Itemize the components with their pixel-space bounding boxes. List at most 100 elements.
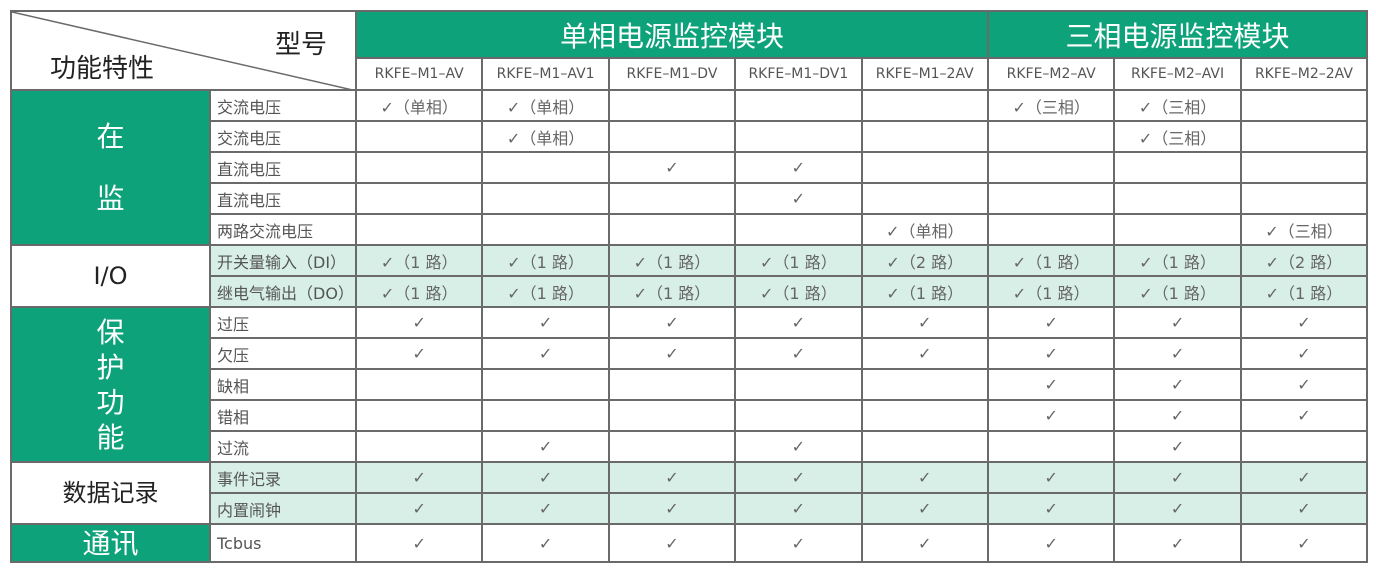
section-label-text: 保 — [96, 315, 125, 349]
table-row: 两路交流电压 ✓（单相） ✓（三相） — [11, 213, 1369, 246]
support-cell: ✓（单相） — [354, 89, 484, 122]
support-cell: ✓（1 路） — [986, 275, 1116, 308]
support-cell: ✓（1 路） — [354, 244, 484, 277]
support-cell: ✓ — [481, 306, 610, 339]
support-cell: ✓ — [1239, 523, 1369, 563]
support-cell — [986, 213, 1116, 246]
support-cell — [354, 213, 484, 246]
feature-name: 欠压 — [209, 337, 357, 370]
feature-name: 过流 — [209, 430, 357, 463]
support-cell: ✓ — [481, 337, 610, 370]
support-cell: ✓ — [1113, 306, 1242, 339]
support-cell: ✓ — [607, 492, 737, 525]
section-label-text: I/O — [93, 262, 128, 290]
section-label: 保护功能 — [10, 306, 211, 463]
feature-name: 继电气输出（DO） — [209, 275, 357, 308]
support-cell — [986, 182, 1116, 215]
support-cell — [1239, 89, 1369, 122]
support-cell: ✓ — [860, 306, 989, 339]
support-cell: ✓ — [734, 337, 863, 370]
support-cell: ✓ — [1239, 337, 1369, 370]
support-cell: ✓（1 路） — [860, 275, 989, 308]
support-cell: ✓ — [354, 523, 484, 563]
support-cell — [1239, 430, 1369, 463]
support-cell — [734, 399, 863, 432]
model-header: RKFE–M1–AV — [354, 57, 484, 91]
table-row: 错相 ✓ ✓ ✓ — [11, 399, 1369, 432]
table-row: 直流电压 ✓ ✓ — [11, 151, 1369, 184]
support-cell: ✓ — [1239, 461, 1369, 494]
support-cell: ✓ — [607, 523, 737, 563]
support-cell: ✓（单相） — [481, 89, 610, 122]
support-cell — [481, 213, 610, 246]
support-cell: ✓（1 路） — [481, 244, 610, 277]
support-cell — [354, 120, 484, 153]
support-cell: ✓ — [1113, 368, 1242, 401]
model-header: RKFE–M1–DV1 — [734, 57, 863, 91]
support-cell: ✓（1 路） — [607, 244, 737, 277]
feature-name: 两路交流电压 — [209, 213, 357, 246]
support-cell: ✓ — [860, 523, 989, 563]
support-cell: ✓ — [734, 151, 863, 184]
support-cell — [986, 151, 1116, 184]
feature-name: 过压 — [209, 306, 357, 339]
feature-name: 直流电压 — [209, 182, 357, 215]
support-cell: ✓ — [986, 337, 1116, 370]
support-cell: ✓ — [986, 399, 1116, 432]
model-header: RKFE–M2–AV — [986, 57, 1116, 91]
support-cell: ✓ — [354, 461, 484, 494]
section-label-text: 通讯 — [82, 526, 139, 560]
support-cell — [986, 430, 1116, 463]
support-cell: ✓（1 路） — [734, 244, 863, 277]
feature-comparison-table: 型号 功能特性 单相电源监控模块 三相电源监控模块 RKFE–M1–AV RKFE… — [10, 10, 1369, 563]
support-cell: ✓ — [1239, 492, 1369, 525]
support-cell: ✓ — [1113, 461, 1242, 494]
support-cell: ✓ — [607, 461, 737, 494]
model-header: RKFE–M2–2AV — [1239, 57, 1369, 91]
support-cell: ✓ — [354, 337, 484, 370]
table-row: 过流 ✓ ✓ ✓ — [11, 430, 1369, 463]
support-cell — [481, 368, 610, 401]
support-cell — [986, 120, 1116, 153]
section-label: 在监 — [10, 89, 211, 246]
support-cell: ✓ — [986, 461, 1116, 494]
support-cell: ✓ — [1239, 399, 1369, 432]
support-cell — [1113, 182, 1242, 215]
feature-name: 直流电压 — [209, 151, 357, 184]
group-three-phase: 三相电源监控模块 — [986, 10, 1369, 59]
support-cell — [354, 182, 484, 215]
support-cell: ✓（三相） — [1113, 89, 1242, 122]
support-cell — [860, 182, 989, 215]
support-cell — [354, 368, 484, 401]
support-cell: ✓ — [734, 461, 863, 494]
support-cell — [1113, 151, 1242, 184]
section-label: 通讯 — [10, 523, 211, 563]
support-cell: ✓ — [1239, 306, 1369, 339]
support-cell — [860, 120, 989, 153]
support-cell: ✓ — [1239, 368, 1369, 401]
support-cell: ✓（三相） — [1239, 213, 1369, 246]
section-label-text: 能 — [96, 420, 125, 454]
support-cell — [1239, 182, 1369, 215]
support-cell — [354, 430, 484, 463]
support-cell: ✓（1 路） — [1239, 275, 1369, 308]
table-row: 直流电压 ✓ — [11, 182, 1369, 215]
section-label-text: 数据记录 — [62, 479, 159, 507]
corner-header: 型号 功能特性 — [10, 10, 357, 91]
support-cell: ✓ — [481, 461, 610, 494]
support-cell: ✓ — [354, 306, 484, 339]
support-cell — [1239, 120, 1369, 153]
model-header: RKFE–M1–AV1 — [481, 57, 610, 91]
support-cell: ✓（1 路） — [734, 275, 863, 308]
support-cell: ✓（1 路） — [1113, 244, 1242, 277]
support-cell — [354, 399, 484, 432]
support-cell: ✓（2 路） — [860, 244, 989, 277]
section-label-text: 在 — [96, 119, 125, 153]
support-cell — [607, 368, 737, 401]
support-cell — [354, 151, 484, 184]
support-cell: ✓（1 路） — [481, 275, 610, 308]
model-header: RKFE–M2–AVI — [1113, 57, 1242, 91]
support-cell: ✓ — [1113, 337, 1242, 370]
group-single-phase: 单相电源监控模块 — [355, 10, 989, 59]
support-cell: ✓ — [986, 523, 1116, 563]
